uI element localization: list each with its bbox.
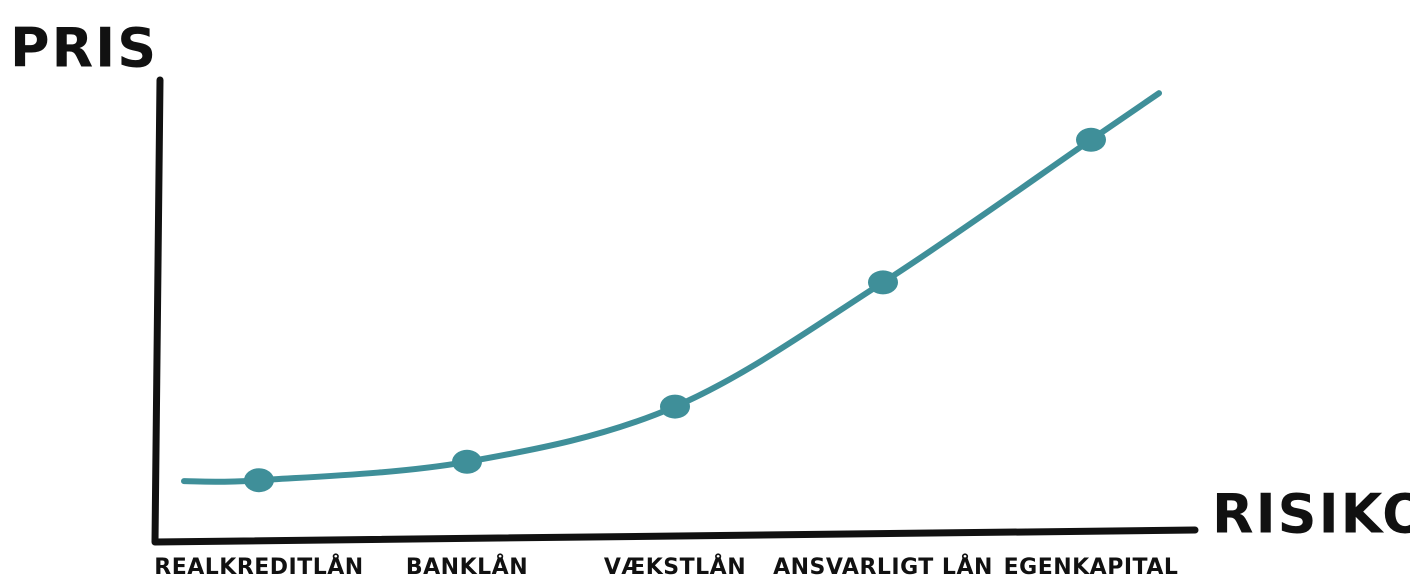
x-tick-label: ANSVARLIGT LÅN xyxy=(773,554,993,580)
point xyxy=(452,449,482,474)
y-axis-label: PRIS xyxy=(10,17,158,80)
line xyxy=(181,90,1162,485)
point xyxy=(244,468,274,493)
point xyxy=(868,270,898,295)
x-tick-label: EGENKAPITAL xyxy=(1004,555,1179,580)
x-axis-label: RISIKO xyxy=(1212,483,1410,546)
x-tick-label: VÆKSTLÅN xyxy=(604,554,746,580)
point xyxy=(660,394,690,419)
axes xyxy=(151,76,1199,546)
point xyxy=(1076,127,1106,152)
x-tick-label: REALKREDITLÅN xyxy=(154,554,363,580)
x-tick-label: BANKLÅN xyxy=(406,554,528,580)
